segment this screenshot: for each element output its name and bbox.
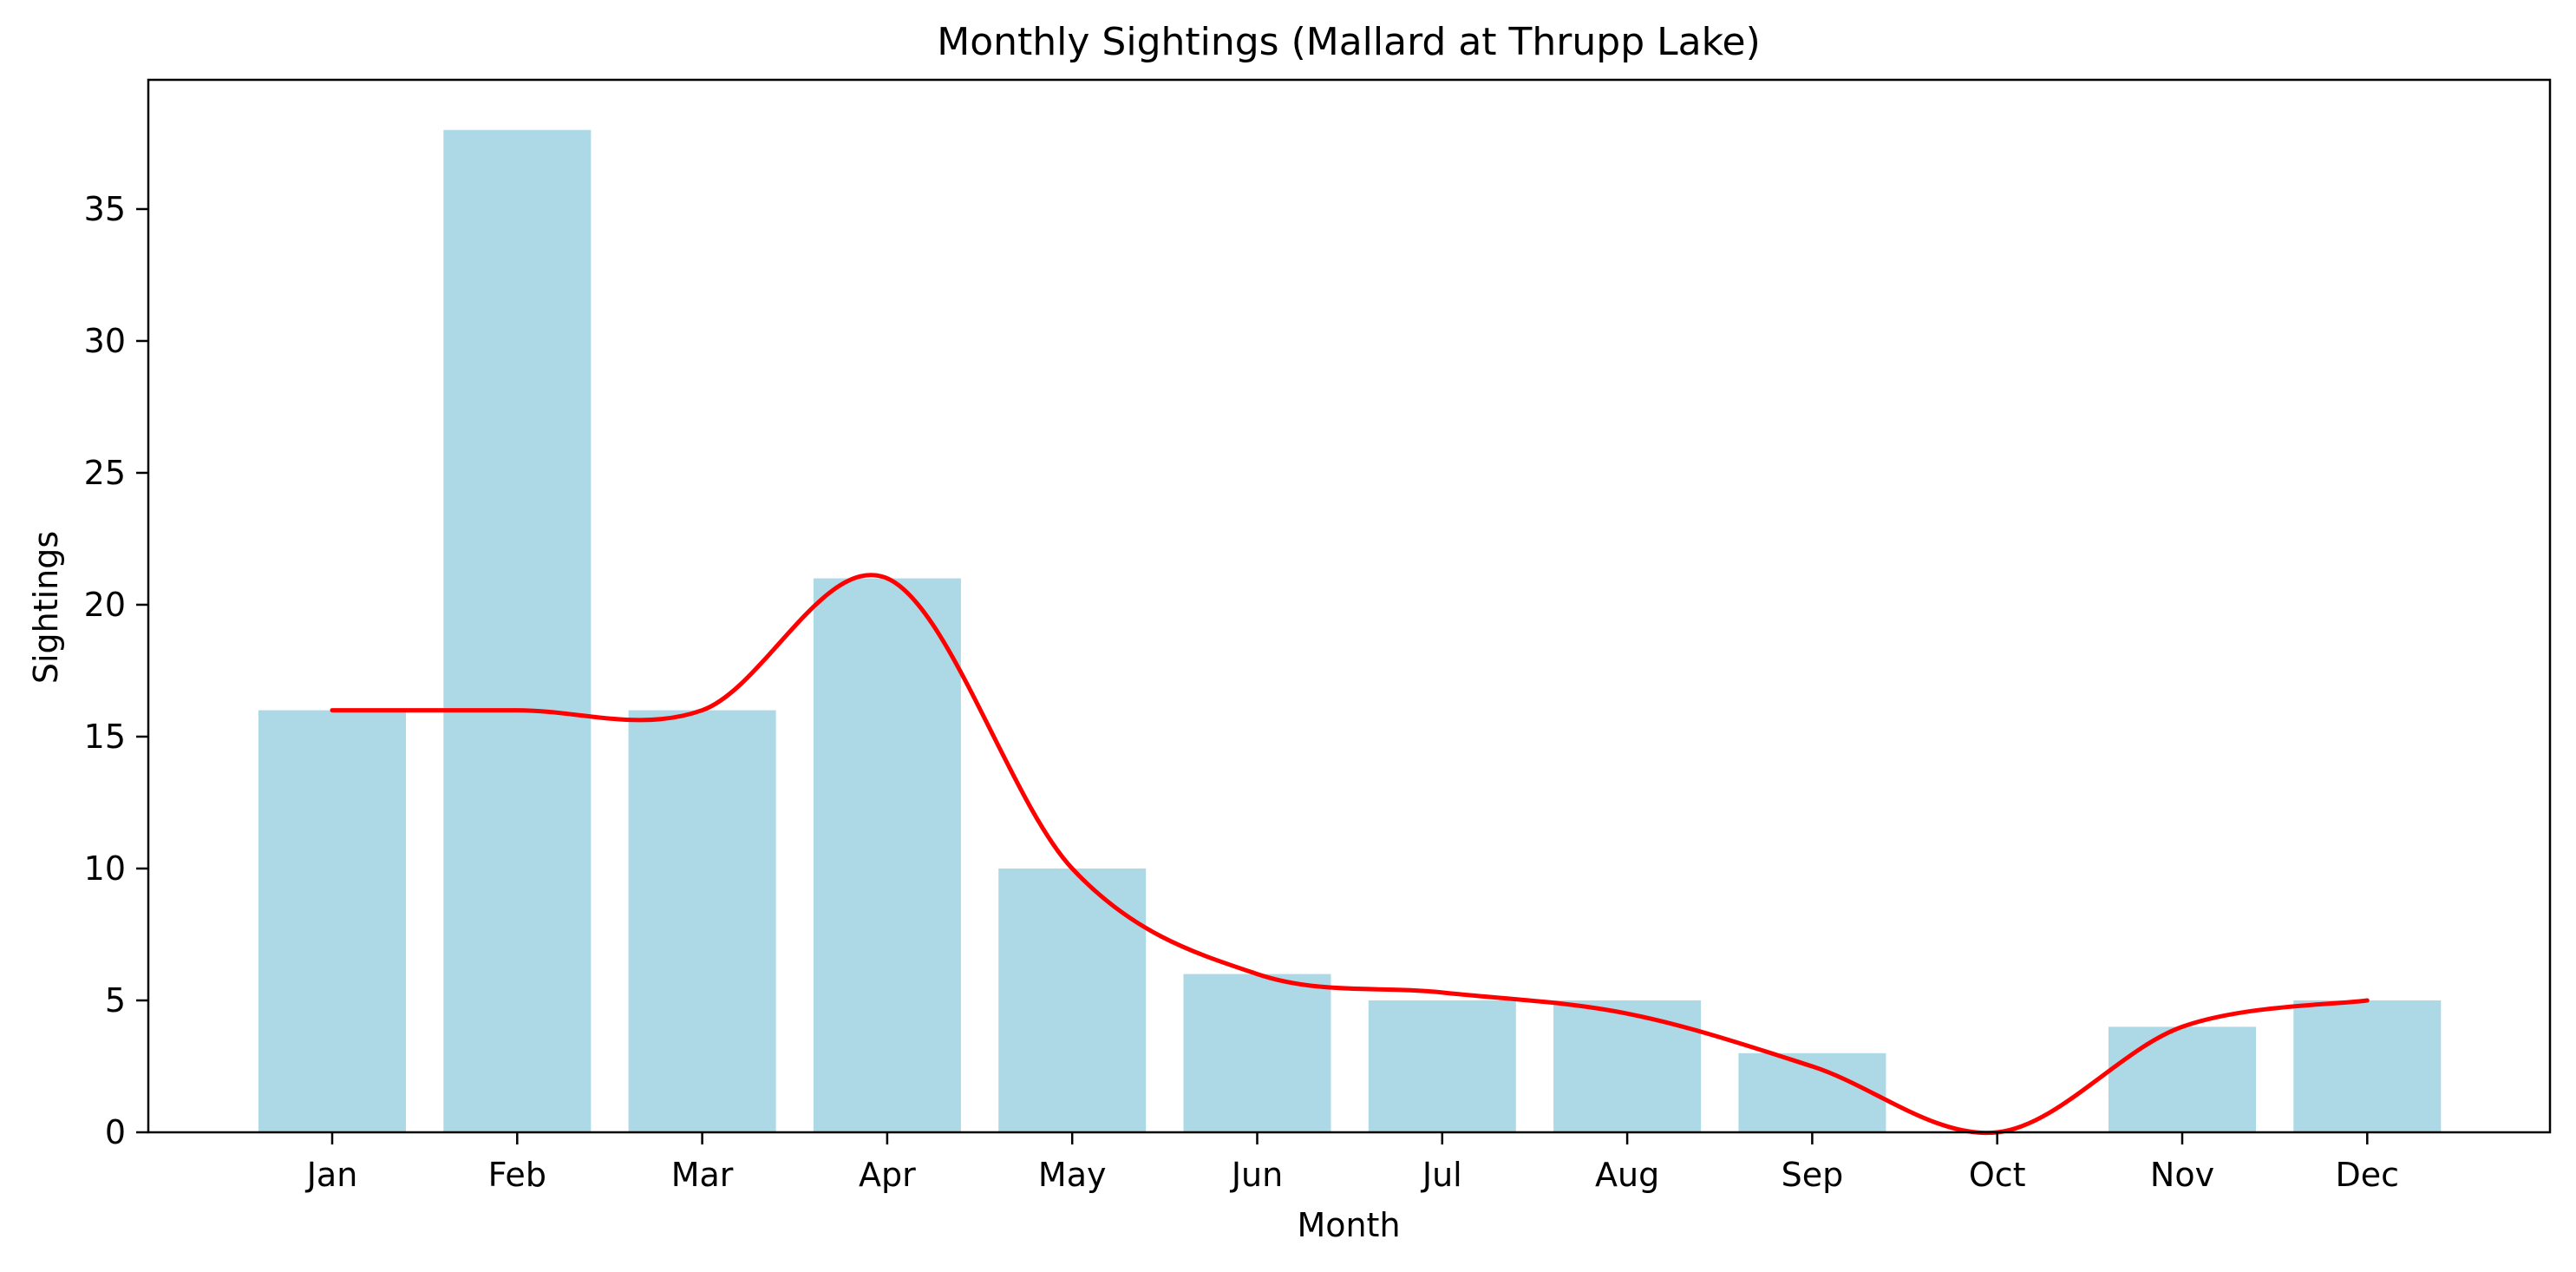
y-axis-label: Sightings <box>27 531 65 684</box>
x-tick-label: Aug <box>1595 1156 1659 1194</box>
x-tick-label: Sep <box>1782 1156 1844 1194</box>
y-tick-label: 30 <box>84 322 126 360</box>
bar-apr <box>813 578 961 1132</box>
plot-area-frame <box>147 78 2552 1134</box>
bar-may <box>998 868 1147 1132</box>
bar-jan <box>258 710 406 1132</box>
x-tick-label: Dec <box>2336 1156 2400 1194</box>
x-tick-label: Jun <box>1230 1156 1283 1194</box>
x-axis-label: Month <box>1297 1206 1400 1244</box>
y-tick-label: 10 <box>84 849 126 888</box>
x-axis: Jan Feb Mar Apr May Jun Jul Aug Sep Oct Nov Dec <box>305 1132 2399 1194</box>
bars-layer <box>258 129 2442 1132</box>
x-tick-label: Oct <box>1969 1156 2026 1194</box>
y-tick-label: 15 <box>84 718 126 756</box>
bar-feb <box>443 129 592 1132</box>
x-tick-label: Feb <box>488 1156 546 1194</box>
y-tick-label: 35 <box>84 190 126 228</box>
x-tick-label: Nov <box>2150 1156 2214 1194</box>
bar-mar <box>628 710 776 1132</box>
bar-nov <box>2109 1026 2256 1132</box>
x-tick-label: Apr <box>859 1156 916 1194</box>
y-tick-label: 20 <box>84 586 126 624</box>
y-axis: 0 5 10 15 20 25 30 35 <box>84 190 148 1151</box>
bar-jun <box>1183 974 1331 1132</box>
trend-line <box>330 573 2370 1136</box>
x-tick-label: May <box>1038 1156 1107 1194</box>
x-tick-label: Jul <box>1421 1156 1462 1194</box>
chart-title: Monthly Sightings (Mallard at Thrupp Lak… <box>937 20 1760 64</box>
y-tick-label: 5 <box>105 981 126 1020</box>
y-tick-label: 25 <box>84 454 126 492</box>
x-tick-label: Jan <box>305 1156 358 1194</box>
x-tick-label: Mar <box>671 1156 734 1194</box>
bar-dec <box>2293 1000 2442 1132</box>
bar-aug <box>1553 1000 1702 1132</box>
y-tick-label: 0 <box>105 1113 126 1151</box>
bar-jul <box>1368 1000 1516 1132</box>
